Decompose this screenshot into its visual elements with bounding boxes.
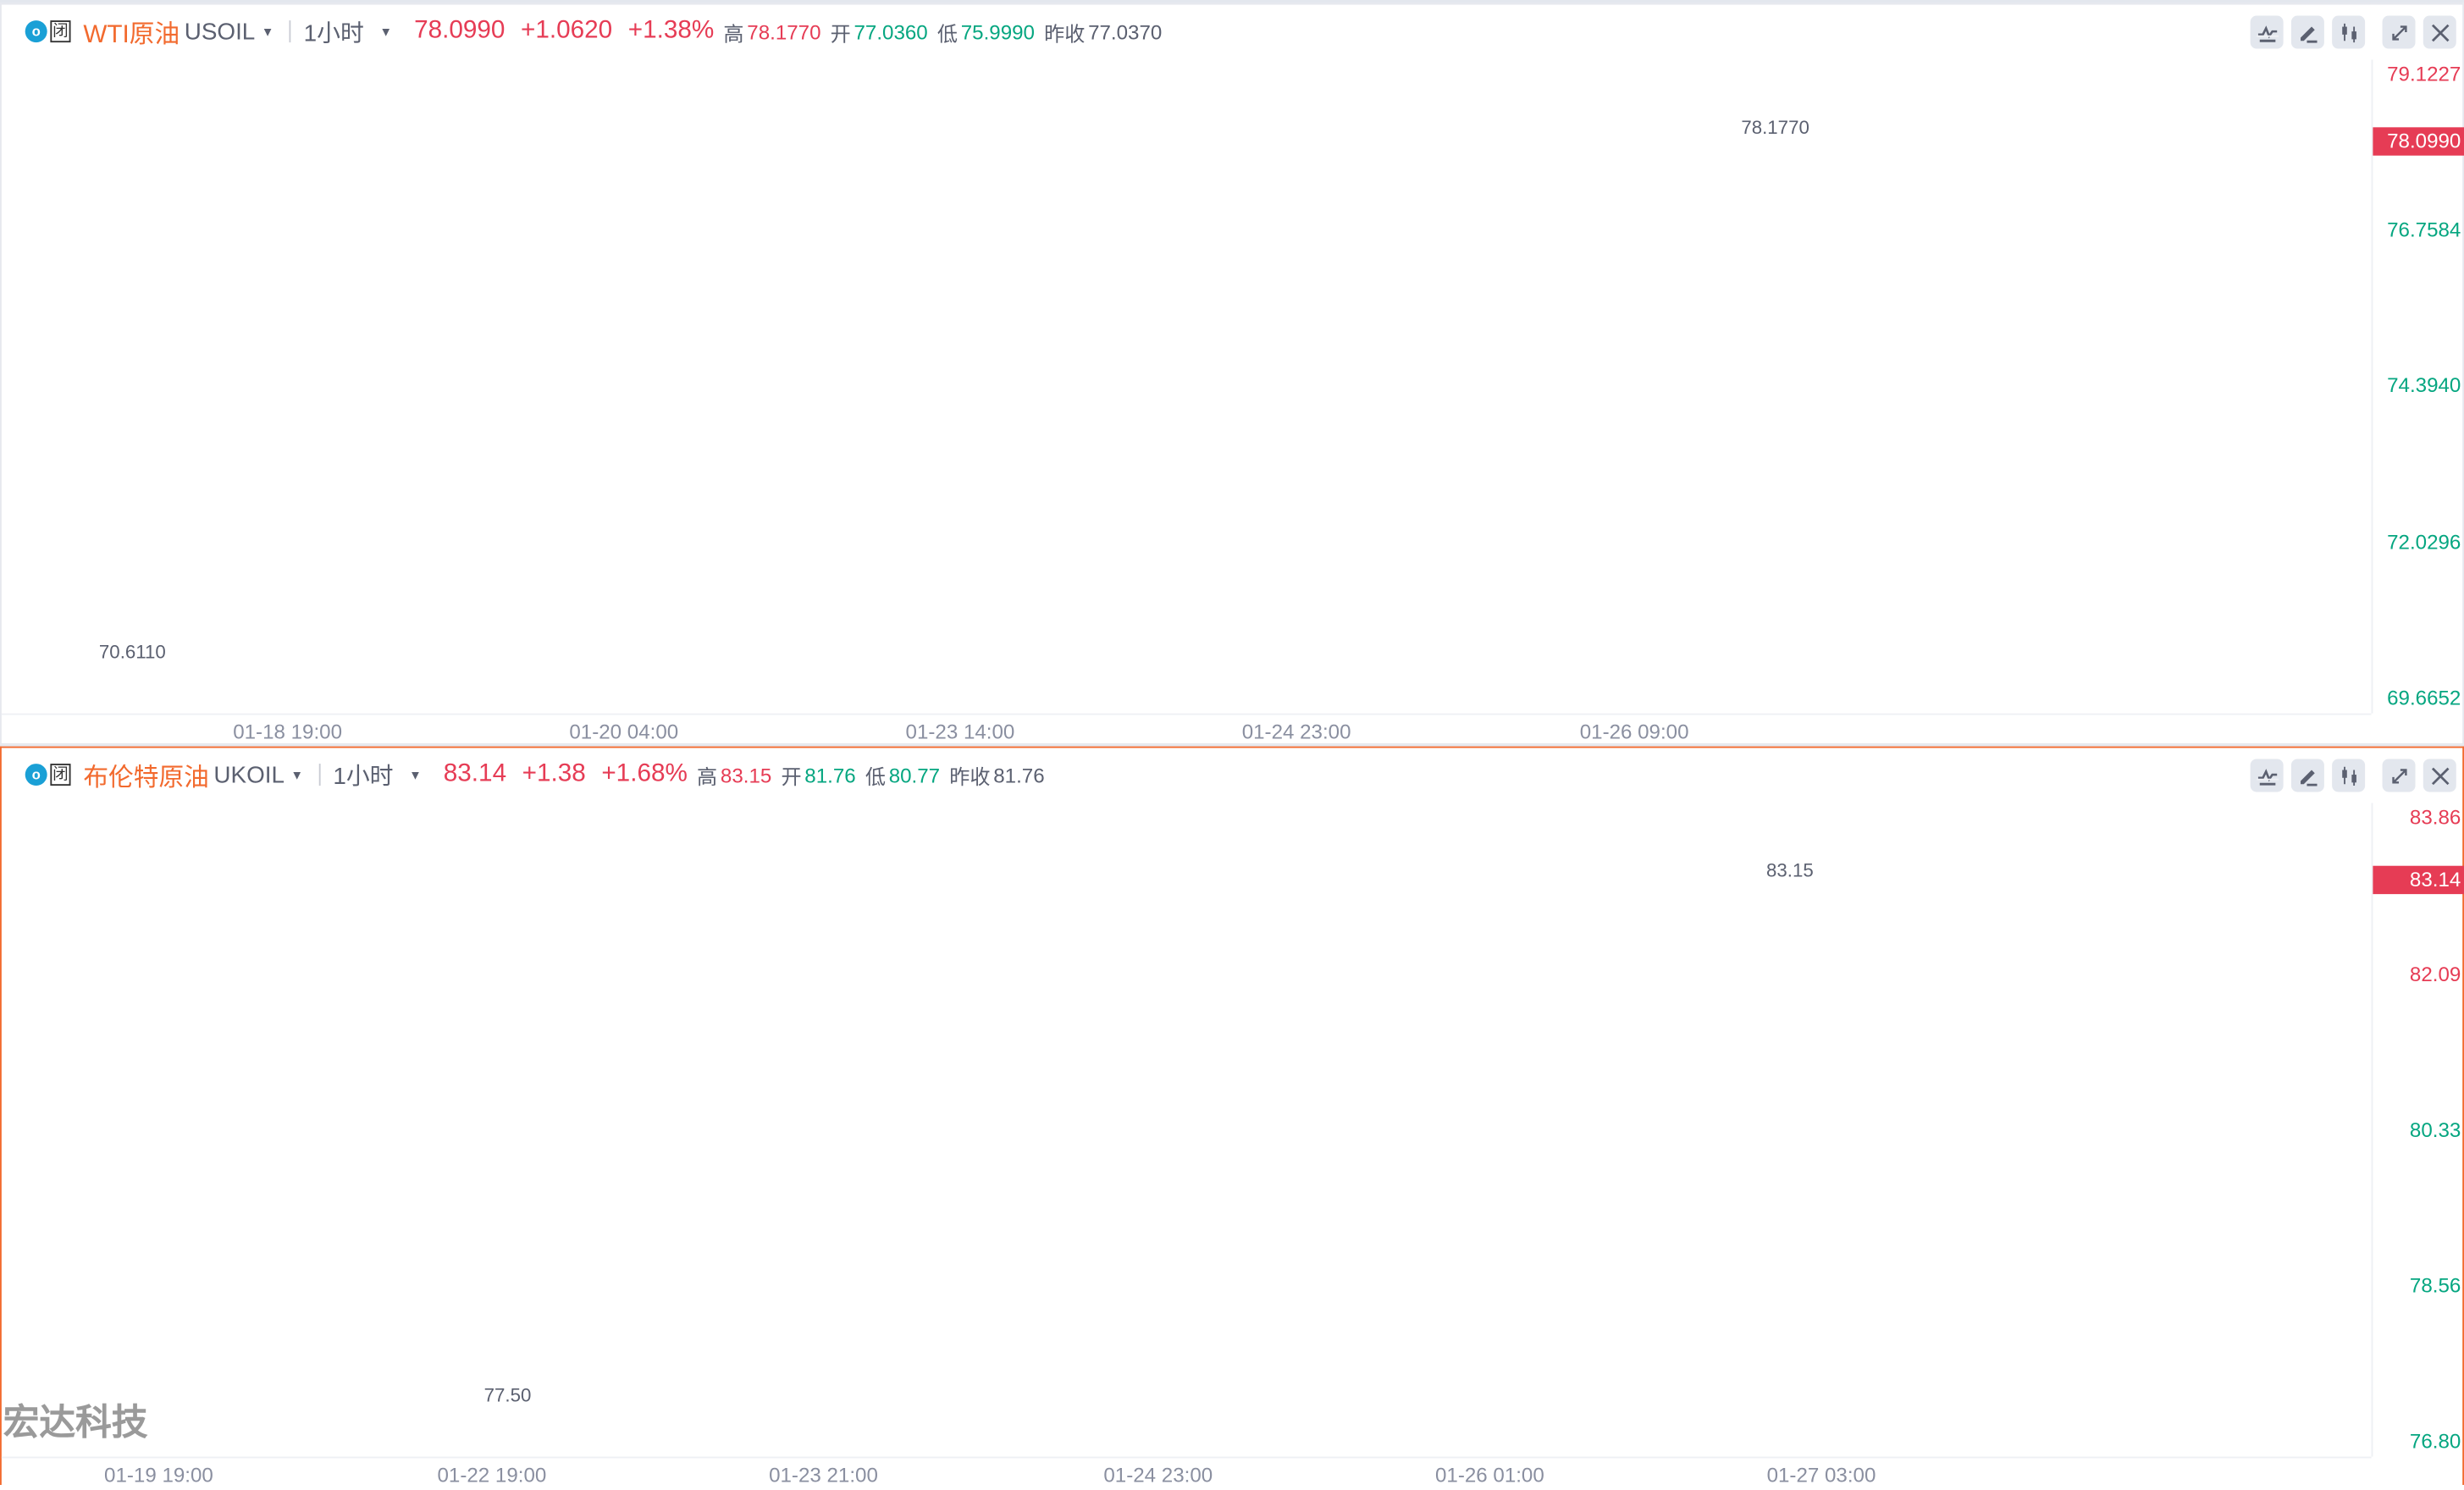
chevron-down-icon[interactable]: ▼ xyxy=(409,767,422,782)
indicator-button[interactable] xyxy=(2250,759,2284,792)
time-tick-label: 01-19 19:00 xyxy=(104,1463,213,1487)
chart-panel-brent[interactable]: o 闭 布伦特原油 UKOIL ▼ 1小时 ▼ 83.14 +1.38 +1.6… xyxy=(0,746,2464,1487)
price-tick-label: 83.86 xyxy=(2409,805,2461,830)
time-tick-label: 01-20 04:00 xyxy=(569,720,679,743)
open-value: 81.76 xyxy=(804,763,856,786)
close-icon xyxy=(2431,23,2449,41)
open-value: 77.0360 xyxy=(854,19,928,44)
time-tick-label: 01-24 23:00 xyxy=(1103,1463,1213,1487)
time-axis[interactable]: 01-19 19:00 01-22 19:00 01-23 21:00 01-24 2… xyxy=(1,1456,2372,1490)
time-tick-label: 01-23 14:00 xyxy=(905,720,1015,743)
indicator-icon xyxy=(2256,25,2279,41)
divider xyxy=(289,20,291,43)
low-label: 低 xyxy=(936,21,959,45)
time-axis[interactable]: 01-18 19:00 01-20 04:00 01-23 14:00 01-24 2… xyxy=(1,713,2372,747)
divider xyxy=(318,764,321,786)
chart-type-button[interactable] xyxy=(2332,15,2366,49)
last-price: 83.14 xyxy=(443,760,507,787)
indicator-button[interactable] xyxy=(2250,15,2284,49)
price-tick-label: 76.7584 xyxy=(2387,218,2461,242)
time-tick-label: 01-26 01:00 xyxy=(1434,1463,1544,1487)
expand-icon xyxy=(2391,768,2406,783)
candlestick-plot[interactable] xyxy=(2,60,2372,714)
price-tick-label: 74.3940 xyxy=(2387,373,2461,398)
market-closed-badge: 闭 xyxy=(50,20,71,43)
chevron-down-icon[interactable]: ▼ xyxy=(290,767,304,782)
price-tick-label: 82.09 xyxy=(2409,961,2461,985)
market-closed-badge: 闭 xyxy=(50,764,71,786)
low-marker: 70.6110 xyxy=(98,641,166,664)
prev-close-label: 昨收 xyxy=(1044,21,1086,45)
time-tick-label: 01-24 23:00 xyxy=(1241,720,1351,743)
time-tick-label: 01-22 19:00 xyxy=(437,1463,547,1487)
high-label: 高 xyxy=(723,21,744,45)
chart-type-button[interactable] xyxy=(2332,759,2366,792)
prev-close-value: 81.76 xyxy=(993,763,1045,786)
chevron-down-icon[interactable]: ▼ xyxy=(379,24,393,39)
chart-toolbar xyxy=(2250,759,2456,792)
price-tick-label: 80.33 xyxy=(2409,1117,2461,1141)
watermark: 宏达科技 xyxy=(3,1401,148,1443)
low-value: 75.9990 xyxy=(960,19,1035,44)
high-value: 83.15 xyxy=(720,763,772,786)
expand-icon xyxy=(2391,25,2406,40)
expand-button[interactable] xyxy=(2382,759,2416,792)
high-marker: 78.1770 xyxy=(1741,116,1809,139)
candlestick-type-icon xyxy=(2341,765,2356,786)
time-tick-label: 01-26 09:00 xyxy=(1579,720,1689,743)
price-change: +1.38 xyxy=(522,760,586,787)
symbol-selector[interactable]: USOIL xyxy=(184,18,256,45)
symbol-selector[interactable]: UKOIL xyxy=(213,761,285,788)
candlestick-type-icon xyxy=(2341,22,2356,42)
draw-button[interactable] xyxy=(2290,15,2324,49)
instrument-name: WTI原油 xyxy=(83,21,180,49)
instrument-name: 布伦特原油 xyxy=(83,764,209,792)
low-marker: 77.50 xyxy=(483,1384,532,1407)
current-price-tag: 78.0990 xyxy=(2373,127,2464,156)
period-selector[interactable]: 1小时 xyxy=(333,763,394,790)
chart-panel-wti[interactable]: o 闭 WTI原油 USOIL ▼ 1小时 ▼ 78.0990 +1.0620 … xyxy=(0,3,2464,745)
close-button[interactable] xyxy=(2423,15,2456,49)
price-tick-label: 69.6652 xyxy=(2387,686,2461,710)
chevron-down-icon[interactable]: ▼ xyxy=(261,24,274,39)
price-tick-label: 78.56 xyxy=(2409,1273,2461,1298)
prev-close-label: 昨收 xyxy=(949,764,991,788)
low-value: 80.77 xyxy=(888,763,941,786)
last-price: 78.0990 xyxy=(414,17,506,44)
market-status-icon: o xyxy=(25,764,47,786)
time-tick-label: 01-23 21:00 xyxy=(769,1463,878,1487)
candlestick-plot[interactable] xyxy=(2,803,2372,1456)
chart-toolbar xyxy=(2250,15,2456,49)
close-button[interactable] xyxy=(2423,759,2456,792)
time-tick-label: 01-27 03:00 xyxy=(1766,1463,1876,1487)
price-tick-label: 79.1227 xyxy=(2387,62,2461,86)
draw-pencil-icon xyxy=(2300,769,2317,786)
expand-button[interactable] xyxy=(2382,15,2416,49)
chart-header: o 闭 WTI原油 USOIL ▼ 1小时 ▼ 78.0990 +1.0620 … xyxy=(2,5,2462,58)
draw-button[interactable] xyxy=(2290,759,2324,792)
open-label: 开 xyxy=(830,21,851,45)
chart-header: o 闭 布伦特原油 UKOIL ▼ 1小时 ▼ 83.14 +1.38 +1.6… xyxy=(2,748,2462,802)
prev-close-value: 77.0370 xyxy=(1088,19,1163,44)
current-price-tag: 83.14 xyxy=(2373,866,2464,896)
price-tick-label: 72.0296 xyxy=(2387,529,2461,554)
low-label: 低 xyxy=(865,764,887,788)
period-selector[interactable]: 1小时 xyxy=(303,19,364,47)
price-axis[interactable]: 83.86 82.09 80.33 78.56 76.80 83.14 xyxy=(2371,803,2464,1457)
high-marker: 83.15 xyxy=(1766,859,1814,882)
price-axis[interactable]: 79.1227 76.7584 74.3940 72.0296 69.6652 78.09… xyxy=(2371,59,2464,714)
high-value: 78.1770 xyxy=(747,19,821,44)
indicator-icon xyxy=(2256,768,2279,785)
draw-pencil-icon xyxy=(2300,25,2317,42)
market-status-icon: o xyxy=(25,20,47,43)
close-icon xyxy=(2431,766,2449,785)
open-label: 开 xyxy=(781,764,802,788)
high-label: 高 xyxy=(697,764,718,788)
price-change-pct: +1.38% xyxy=(627,17,715,44)
price-tick-label: 76.80 xyxy=(2409,1429,2461,1453)
time-tick-label: 01-18 19:00 xyxy=(233,720,343,743)
price-change-pct: +1.68% xyxy=(601,760,688,787)
price-change: +1.0620 xyxy=(520,17,613,44)
